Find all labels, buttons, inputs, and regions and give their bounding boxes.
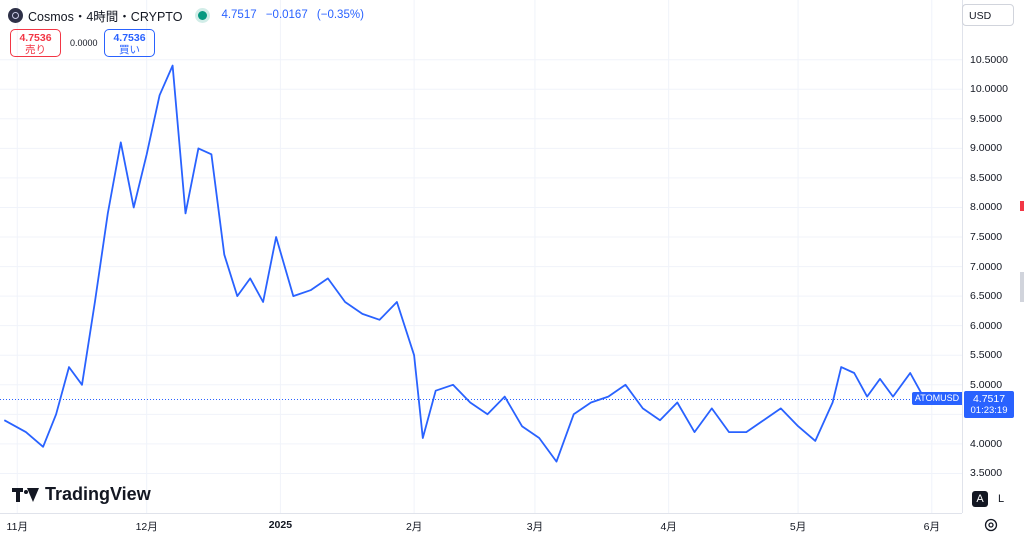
last-price: 4.7517: [221, 9, 257, 21]
y-tick-label: 8.0000: [970, 201, 1003, 214]
price-change-percent: (−0.35%): [316, 9, 364, 21]
y-tick-label: 10.5000: [970, 53, 1008, 66]
sell-button[interactable]: 4.7536 売り: [10, 29, 61, 57]
current-price-value: 4.7517: [972, 393, 1006, 405]
price-change: −0.0167: [265, 9, 308, 21]
sell-price: 4.7536: [19, 32, 52, 44]
auto-scale-button[interactable]: A: [972, 491, 988, 507]
cosmos-logo-icon: [8, 7, 23, 23]
y-tick-label: 6.0000: [970, 319, 1003, 332]
x-tick-label: 6月: [923, 521, 940, 533]
y-tick-label: 9.0000: [970, 142, 1003, 155]
currency-selector[interactable]: USD: [962, 4, 1014, 26]
spread-value: 0.0000: [70, 38, 98, 48]
y-tick-label: 5.5000: [970, 349, 1003, 362]
price-axis-separator: [962, 0, 963, 513]
x-tick-label: 4月: [660, 521, 677, 533]
buy-price: 4.7536: [113, 32, 146, 44]
alert-marker[interactable]: [1020, 201, 1024, 211]
price-series-line: [3, 64, 924, 463]
settings-gear-icon[interactable]: [983, 517, 999, 533]
buy-label: 買い: [119, 44, 140, 56]
y-tick-label: 9.5000: [970, 112, 1003, 125]
x-tick-label: 3月: [526, 521, 544, 533]
time-axis-separator: [0, 513, 962, 514]
symbol-price-label: ATOMUSD: [912, 392, 962, 405]
brand-name: TradingView: [45, 484, 151, 504]
x-tick-label: 2025: [268, 519, 293, 531]
y-tick-label: 7.0000: [970, 260, 1003, 273]
price-chart[interactable]: [0, 0, 962, 513]
bar-countdown: 01:23:19: [970, 405, 1008, 416]
market-status-icon[interactable]: [198, 10, 208, 20]
y-tick-label: 7.5000: [970, 231, 1003, 243]
y-tick-label: 10.0000: [970, 83, 1008, 96]
tradingview-logo[interactable]: TradingView: [12, 484, 151, 505]
tradingview-mark-icon: [12, 487, 39, 502]
y-tick-label: 4.0000: [970, 437, 1003, 450]
symbol-header[interactable]: Cosmos・4時間・CRYPTO 4.7517 −0.0167 (−0.35%…: [8, 6, 370, 24]
buy-button[interactable]: 4.7536 買い: [104, 29, 155, 57]
current-price-tag: 4.7517 01:23:19: [964, 391, 1014, 418]
y-tick-label: 5.0000: [970, 378, 1003, 391]
y-tick-label: 6.5000: [970, 290, 1003, 303]
y-tick-label: 3.5000: [970, 467, 1003, 480]
x-tick-label: 2月: [405, 521, 423, 533]
symbol-title[interactable]: Cosmos・4時間・CRYPTO: [28, 9, 183, 24]
y-tick-label: 8.5000: [970, 171, 1003, 184]
log-scale-button[interactable]: L: [997, 493, 1005, 505]
price-info: 4.7517 −0.0167 (−0.35%): [221, 9, 369, 21]
chart-grid: [0, 0, 962, 513]
x-tick-label: 5月: [789, 521, 807, 533]
scroll-handle[interactable]: [1020, 272, 1024, 302]
x-tick-label: 11月: [6, 521, 28, 533]
x-tick-label: 12月: [135, 521, 158, 533]
sell-label: 売り: [25, 44, 46, 56]
